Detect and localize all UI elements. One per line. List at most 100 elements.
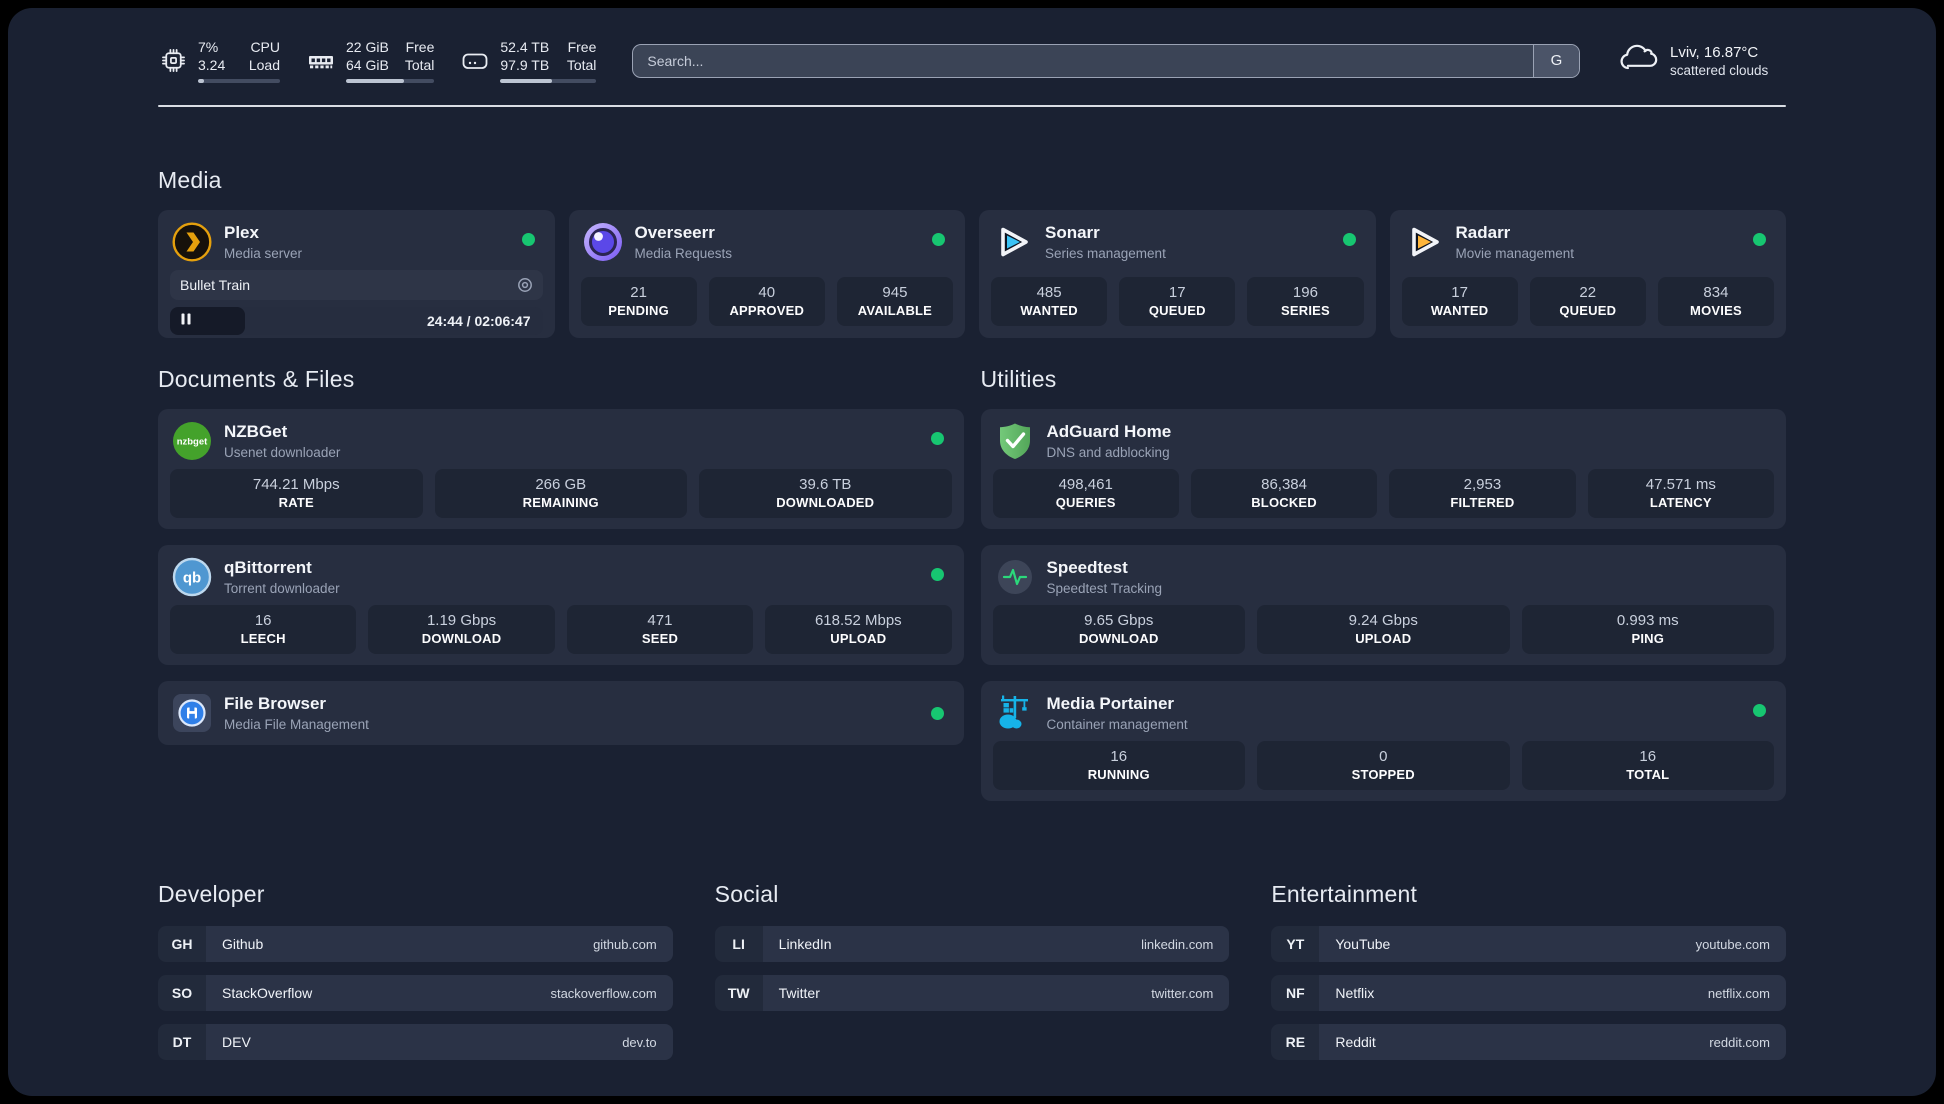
stat-series: 196 SERIES	[1247, 277, 1364, 327]
app-name: Sonarr	[1045, 223, 1100, 243]
disk-icon	[460, 46, 490, 76]
cpu-percent: 7%	[198, 39, 219, 55]
bookmark-name: Github	[222, 936, 264, 953]
card-overseerr[interactable]: Overseerr Media Requests 21 PENDING 40 A…	[568, 210, 965, 339]
card-portainer[interactable]: Media Portainer Container management 16 …	[980, 681, 1786, 802]
cpu-label: CPU	[250, 39, 280, 55]
weather-condition: scattered clouds	[1670, 62, 1769, 78]
ram-progress-bar	[346, 79, 435, 84]
card-radarr[interactable]: Radarr Movie management 17 WANTED 22 QUE…	[1389, 210, 1786, 339]
stat-queued: 22 QUEUED	[1529, 277, 1646, 327]
stat-latency: 47.571 ms LATENCY	[1587, 469, 1774, 519]
app-desc: Movie management	[1455, 246, 1575, 262]
cpu-icon	[158, 46, 188, 76]
app-name: Overseerr	[634, 223, 715, 243]
bookmark-reddit[interactable]: RE Reddit reddit.com	[1271, 1024, 1786, 1061]
card-qbittorrent[interactable]: qb qBittorrent Torrent downloader 16 LEE…	[158, 545, 964, 666]
sonarr-icon	[993, 222, 1033, 262]
status-dot	[930, 431, 944, 445]
search-bar: G	[632, 43, 1580, 78]
card-filebrowser[interactable]: File Browser Media File Management	[158, 681, 964, 746]
bookmarks-developer: Developer GH Github github.com SO StackO…	[158, 881, 673, 1073]
bookmark-dev[interactable]: DT DEV dev.to	[158, 1024, 673, 1061]
ram-total-value: 64 GiB	[346, 57, 389, 74]
cpu-widget: 7% CPU 3.24 Load	[158, 38, 280, 84]
card-nzbget[interactable]: nzbget NZBGet Usenet downloader 744.21 M…	[158, 409, 964, 530]
bookmark-name: Reddit	[1335, 1034, 1376, 1051]
stat-remaining: 266 GB REMAINING	[434, 469, 687, 519]
bookmark-name: DEV	[222, 1034, 251, 1051]
disk-widget: 52.4 TB Free 97.9 TB Total	[460, 38, 597, 84]
bookmark-github[interactable]: GH Github github.com	[158, 926, 673, 963]
section-title-media: Media	[158, 167, 222, 194]
app-name: Media Portainer	[1046, 694, 1175, 714]
bookmark-linkedin[interactable]: LI LinkedIn linkedin.com	[714, 926, 1230, 963]
bookmark-url: reddit.com	[1709, 1034, 1770, 1050]
app-desc: DNS and adblocking	[1046, 445, 1170, 461]
svg-text:qb: qb	[183, 570, 201, 587]
bookmark-twitter[interactable]: TW Twitter twitter.com	[714, 975, 1230, 1012]
card-speedtest[interactable]: Speedtest Speedtest Tracking 9.65 Gbps D…	[980, 545, 1786, 666]
now-playing-title: Bullet Train	[180, 277, 251, 294]
svg-text:nzbget: nzbget	[177, 437, 208, 448]
overseerr-icon	[583, 222, 623, 262]
cpu-load-label: Load	[248, 57, 280, 74]
stat-wanted: 17 WANTED	[1401, 277, 1518, 327]
stat-available: 945 AVAILABLE	[836, 277, 954, 327]
status-dot	[930, 567, 944, 581]
status-dot	[1753, 703, 1766, 717]
section-title-documents: Documents & Files	[158, 366, 355, 393]
cloud-icon	[1616, 41, 1658, 80]
app-desc: Media server	[224, 246, 303, 262]
bookmark-youtube[interactable]: YT YouTube youtube.com	[1271, 926, 1786, 963]
app-desc: Media Requests	[634, 246, 733, 262]
stat-movies: 834 MOVIES	[1657, 277, 1775, 327]
bookmarks-entertainment: Entertainment YT YouTube youtube.com NF …	[1271, 881, 1786, 1073]
bookmark-stackoverflow[interactable]: SO StackOverflow stackoverflow.com	[158, 975, 673, 1012]
bookmarks-social: Social LI LinkedIn linkedin.com TW Twitt…	[714, 881, 1230, 1073]
stat-seed: 471 SEED	[566, 605, 754, 655]
bookmark-tag: SO	[158, 975, 206, 1012]
bookmark-netflix[interactable]: NF Netflix netflix.com	[1271, 975, 1786, 1012]
card-adguard[interactable]: AdGuard Home DNS and adblocking 498,461 …	[980, 409, 1786, 530]
section-title-utilities: Utilities	[980, 366, 1057, 393]
bookmark-name: StackOverflow	[222, 985, 313, 1002]
app-name: AdGuard Home	[1046, 422, 1172, 442]
search-input[interactable]	[633, 44, 1533, 77]
plex-icon	[172, 222, 212, 262]
stat-total: 16 TOTAL	[1521, 741, 1774, 791]
app-name: Radarr	[1455, 223, 1511, 243]
card-plex[interactable]: Plex Media server Bullet Train	[158, 210, 555, 339]
pause-icon[interactable]	[180, 312, 192, 330]
bookmark-tag: YT	[1271, 926, 1320, 963]
bookmark-url: twitter.com	[1151, 985, 1214, 1001]
stat-download: 1.19 Gbps DOWNLOAD	[368, 605, 555, 655]
bookmark-name: Netflix	[1335, 985, 1375, 1002]
stat-running: 16 RUNNING	[992, 741, 1245, 791]
stat-wanted: 485 WANTED	[991, 277, 1108, 327]
ram-total-label: Total	[404, 57, 435, 74]
weather-widget[interactable]: Lviv, 16.87°C scattered clouds	[1616, 41, 1786, 80]
section-title-developer: Developer	[158, 881, 265, 908]
qbittorrent-icon: qb	[172, 557, 212, 597]
card-sonarr[interactable]: Sonarr Series management 485 WANTED 17 Q…	[979, 210, 1376, 339]
header-divider	[158, 105, 1786, 108]
now-playing-disc-icon[interactable]	[517, 277, 533, 293]
stat-approved: 40 APPROVED	[708, 277, 825, 327]
stat-ping: 0.993 ms PING	[1521, 605, 1774, 655]
section-title-social: Social	[714, 881, 779, 908]
bookmark-tag: DT	[158, 1024, 206, 1061]
app-desc: Series management	[1045, 246, 1166, 262]
hardware-stats: 7% CPU 3.24 Load 22 GiB Free	[158, 38, 597, 84]
search-engine-button[interactable]: G	[1533, 44, 1579, 77]
bookmark-tag: GH	[158, 926, 206, 963]
app-desc: Container management	[1046, 717, 1188, 733]
now-playing-row[interactable]: Bullet Train	[170, 270, 543, 301]
stat-rate: 744.21 Mbps RATE	[170, 469, 423, 519]
status-dot	[521, 232, 535, 246]
stat-leech: 16 LEECH	[170, 605, 357, 655]
disk-total-value: 97.9 TB	[500, 57, 550, 74]
app-name: Speedtest	[1046, 558, 1128, 578]
stat-downloaded: 39.6 TB DOWNLOADED	[699, 469, 952, 519]
seek-bar[interactable]: 24:44 / 02:06:47	[170, 307, 543, 336]
